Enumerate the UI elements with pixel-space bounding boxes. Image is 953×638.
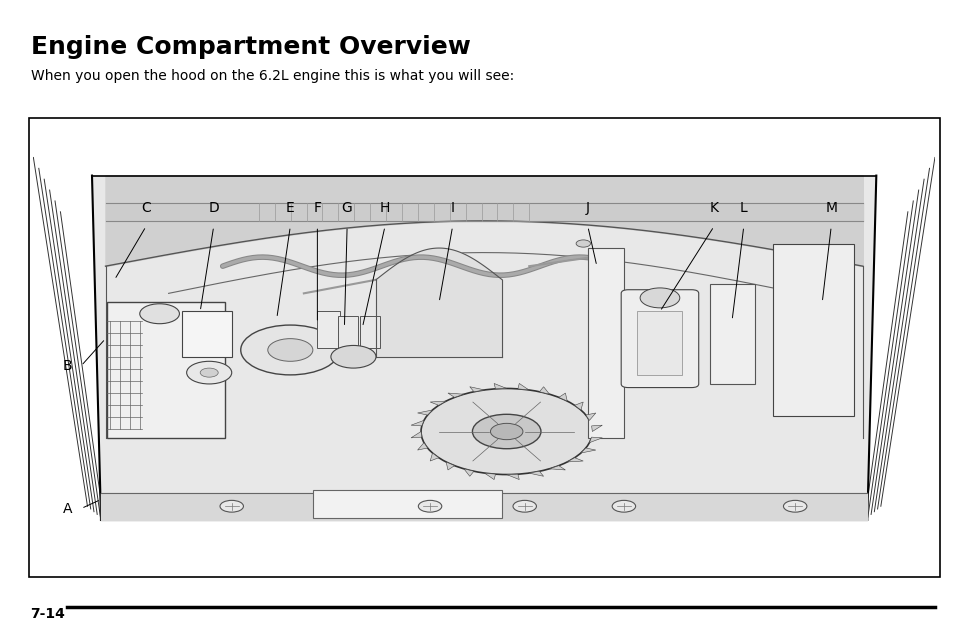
Text: F: F xyxy=(313,201,321,215)
Text: Engine Compartment Overview: Engine Compartment Overview xyxy=(30,35,470,59)
Polygon shape xyxy=(528,471,543,477)
Polygon shape xyxy=(558,393,567,401)
Text: C: C xyxy=(141,201,151,215)
Circle shape xyxy=(200,368,218,377)
Polygon shape xyxy=(411,431,421,438)
Circle shape xyxy=(220,500,243,512)
Text: I: I xyxy=(450,201,455,215)
Text: M: M xyxy=(824,201,837,215)
Bar xyxy=(709,285,754,384)
Circle shape xyxy=(420,389,592,475)
Bar xyxy=(772,244,853,416)
Polygon shape xyxy=(448,393,463,397)
Circle shape xyxy=(576,240,590,247)
Text: G: G xyxy=(341,201,352,215)
Polygon shape xyxy=(506,474,518,480)
Text: E: E xyxy=(286,201,294,215)
Text: When you open the hood on the 6.2L engine this is what you will see:: When you open the hood on the 6.2L engin… xyxy=(30,69,514,83)
Polygon shape xyxy=(567,457,582,462)
Text: J: J xyxy=(585,201,589,215)
Text: L: L xyxy=(740,201,747,215)
Bar xyxy=(313,491,501,517)
Circle shape xyxy=(513,500,536,512)
Polygon shape xyxy=(469,387,484,392)
Text: H: H xyxy=(379,201,390,215)
Polygon shape xyxy=(463,469,474,477)
Bar xyxy=(317,311,339,348)
Bar xyxy=(29,118,939,577)
Polygon shape xyxy=(585,413,596,420)
Circle shape xyxy=(268,339,313,361)
Polygon shape xyxy=(430,401,446,405)
Polygon shape xyxy=(446,462,454,470)
Polygon shape xyxy=(538,387,549,394)
Text: K: K xyxy=(709,201,718,215)
Bar xyxy=(637,311,681,375)
Polygon shape xyxy=(591,425,601,431)
Bar xyxy=(337,316,357,348)
Polygon shape xyxy=(411,420,423,426)
Polygon shape xyxy=(91,175,876,520)
Text: A: A xyxy=(63,501,72,516)
Circle shape xyxy=(612,500,635,512)
Polygon shape xyxy=(417,410,432,415)
Polygon shape xyxy=(589,437,601,443)
Bar xyxy=(587,248,623,438)
Polygon shape xyxy=(549,466,565,470)
Circle shape xyxy=(639,288,679,308)
Circle shape xyxy=(418,500,441,512)
Polygon shape xyxy=(494,383,506,389)
Circle shape xyxy=(140,304,179,323)
Polygon shape xyxy=(580,448,596,453)
Bar xyxy=(359,316,379,348)
Polygon shape xyxy=(417,443,427,450)
Polygon shape xyxy=(430,453,438,461)
Polygon shape xyxy=(484,473,495,480)
Polygon shape xyxy=(517,383,528,390)
Circle shape xyxy=(472,414,540,449)
Bar xyxy=(107,302,224,438)
Text: 7-14: 7-14 xyxy=(30,607,66,621)
Circle shape xyxy=(187,361,232,384)
Circle shape xyxy=(240,325,339,375)
FancyBboxPatch shape xyxy=(620,290,698,387)
Bar xyxy=(182,311,232,357)
Polygon shape xyxy=(574,402,582,410)
Circle shape xyxy=(331,345,375,368)
Circle shape xyxy=(782,500,806,512)
Text: B: B xyxy=(63,359,72,373)
Text: D: D xyxy=(208,201,219,215)
Circle shape xyxy=(490,424,522,440)
